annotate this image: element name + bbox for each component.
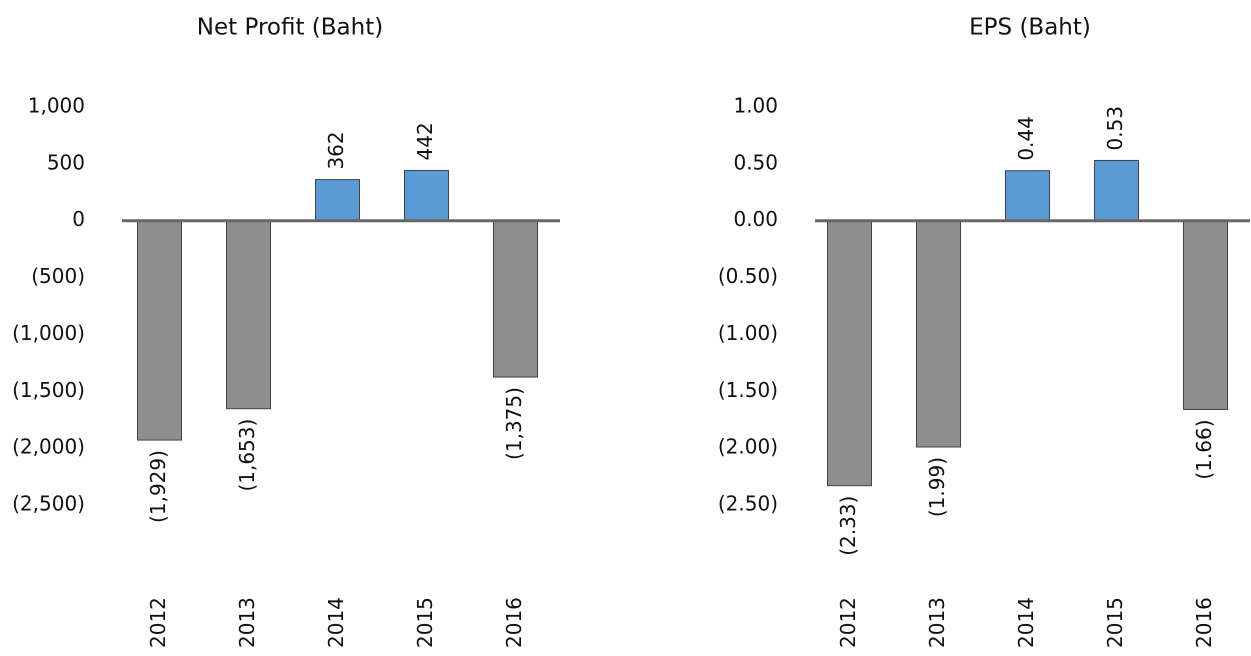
y-tick-label: (2,000)	[12, 435, 85, 459]
data-label: 0.53	[1103, 106, 1127, 151]
bar	[1183, 220, 1228, 410]
data-label: (2.33)	[836, 496, 860, 556]
data-label: 362	[324, 131, 348, 169]
x-tick-label: 2016	[502, 597, 526, 648]
y-tick-label: (500)	[31, 264, 85, 288]
x-tick-label: 2013	[925, 597, 949, 648]
y-tick-label: (2.00)	[718, 435, 778, 459]
bar	[137, 220, 182, 441]
data-label: 0.44	[1014, 116, 1038, 161]
y-tick-label: (1.00)	[718, 321, 778, 345]
data-label: (1.99)	[925, 457, 949, 517]
x-tick-label: 2016	[1192, 597, 1216, 648]
data-label: (1,929)	[146, 450, 170, 523]
data-label: (1.66)	[1192, 419, 1216, 479]
x-tick-label: 2015	[413, 597, 437, 648]
data-label: (1,375)	[502, 387, 526, 460]
bar	[493, 220, 538, 378]
y-tick-label: (1,500)	[12, 378, 85, 402]
bar	[1094, 159, 1139, 222]
x-tick-label: 2012	[146, 597, 170, 648]
y-tick-label: 0	[72, 207, 85, 231]
bar	[916, 220, 961, 448]
y-tick-label: 0.50	[733, 150, 778, 174]
bar	[827, 220, 872, 487]
y-tick-label: 1,000	[28, 94, 85, 118]
y-tick-label: 1.00	[733, 94, 778, 118]
chart-title: EPS (Baht)	[969, 15, 1091, 41]
y-tick-label: 0.00	[733, 207, 778, 231]
bar	[404, 169, 449, 222]
y-tick-label: (2.50)	[718, 492, 778, 516]
data-label: (1,653)	[235, 419, 259, 492]
bar	[315, 179, 360, 222]
y-tick-label: (1,000)	[12, 321, 85, 345]
x-tick-label: 2014	[1014, 597, 1038, 648]
data-label: 442	[413, 122, 437, 160]
x-tick-label: 2012	[836, 597, 860, 648]
y-tick-label: (2,500)	[12, 492, 85, 516]
bar	[226, 220, 271, 410]
x-tick-label: 2015	[1103, 597, 1127, 648]
y-tick-label: 500	[47, 150, 85, 174]
y-tick-label: (1.50)	[718, 378, 778, 402]
x-tick-label: 2013	[235, 597, 259, 648]
y-tick-label: (0.50)	[718, 264, 778, 288]
x-tick-label: 2014	[324, 597, 348, 648]
chart-title: Net Profit (Baht)	[197, 15, 383, 41]
bar	[1005, 170, 1050, 222]
